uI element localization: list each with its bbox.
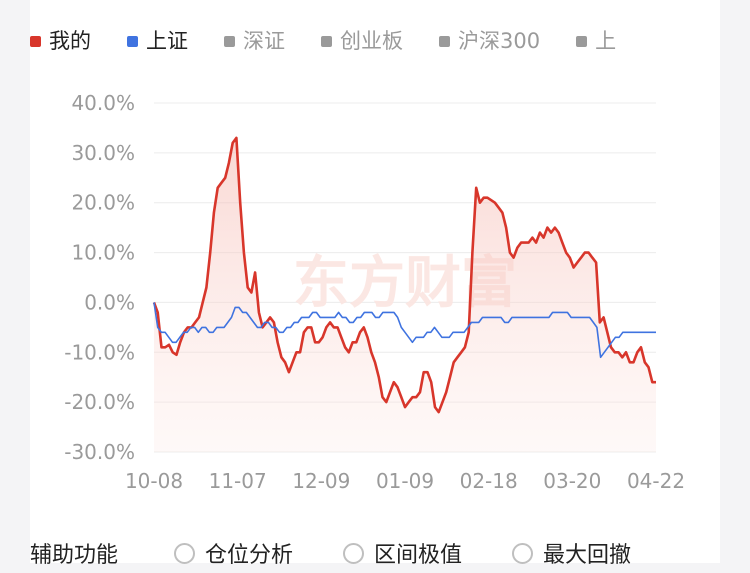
y-tick-label: -30.0%	[64, 440, 135, 464]
legend-label: 创业板	[340, 29, 403, 53]
legend-swatch	[439, 35, 450, 47]
x-tick-label: 02-18	[460, 469, 518, 493]
legend-swatch	[30, 35, 41, 47]
radio-icon[interactable]	[174, 542, 196, 564]
y-tick-label: 40.0%	[71, 91, 135, 115]
radio-icon[interactable]	[512, 542, 534, 564]
legend-swatch	[224, 35, 235, 47]
aux-title: 辅助功能	[30, 543, 119, 568]
legend-item[interactable]: 上	[576, 24, 616, 58]
legend-item[interactable]: 沪深300	[439, 24, 540, 58]
legend-label: 我的	[49, 29, 91, 53]
legend-label: 沪深300	[458, 29, 541, 53]
x-tick-label: 10-08	[125, 469, 183, 493]
option-max-drawdown[interactable]: 最大回撤	[512, 537, 631, 569]
series-line-mine	[152, 136, 656, 414]
chart: 40.0% 30.0% 20.0% 10.0% 0.0% -10.0% -20.0% -30.…	[64, 91, 685, 493]
legend-item[interactable]: 创业板	[321, 24, 403, 58]
option-range-extreme[interactable]: 区间极值	[343, 537, 462, 569]
y-tick-label: -20.0%	[64, 390, 135, 414]
legend-swatch	[127, 35, 138, 47]
option-label: 区间极值	[374, 543, 463, 568]
legend-label: 上证	[146, 29, 188, 53]
y-tick-label: 20.0%	[71, 191, 135, 215]
legend-label: 上	[595, 29, 617, 53]
legend: 我的 上证 深证 创业板 沪深300 上	[30, 24, 682, 58]
y-tick-label: 30.0%	[71, 141, 135, 165]
legend-item[interactable]: 我的	[30, 24, 91, 58]
x-tick-label: 01-09	[376, 469, 434, 493]
x-tick-label: 03-20	[543, 469, 601, 493]
legend-item[interactable]: 上证	[127, 24, 188, 58]
legend-item[interactable]: 深证	[224, 24, 285, 58]
option-label: 最大回撤	[543, 543, 632, 568]
x-tick-label: 12-09	[292, 469, 350, 493]
y-tick-label: 0.0%	[84, 290, 135, 314]
x-tick-label: 04-22	[627, 469, 685, 493]
y-tick-label: 10.0%	[71, 241, 135, 265]
option-position-analysis[interactable]: 仓位分析	[174, 537, 293, 569]
radio-icon[interactable]	[343, 542, 365, 564]
series-line-shanghai	[153, 302, 656, 359]
x-tick-label: 11-07	[209, 469, 267, 493]
chart-card: 我的 上证 深证 创业板 沪深300 上 40.0% 30.0% 20.0% 10.0% 0.0%…	[30, 0, 720, 563]
series-area-mine	[154, 137, 656, 452]
y-tick-label: -10.0%	[64, 340, 135, 364]
aux-bar: 辅助功能 仓位分析 区间极值 最大回撤	[30, 533, 631, 573]
legend-swatch	[576, 35, 588, 47]
option-label: 仓位分析	[205, 543, 294, 568]
legend-label: 深证	[243, 29, 285, 53]
legend-swatch	[321, 35, 332, 47]
